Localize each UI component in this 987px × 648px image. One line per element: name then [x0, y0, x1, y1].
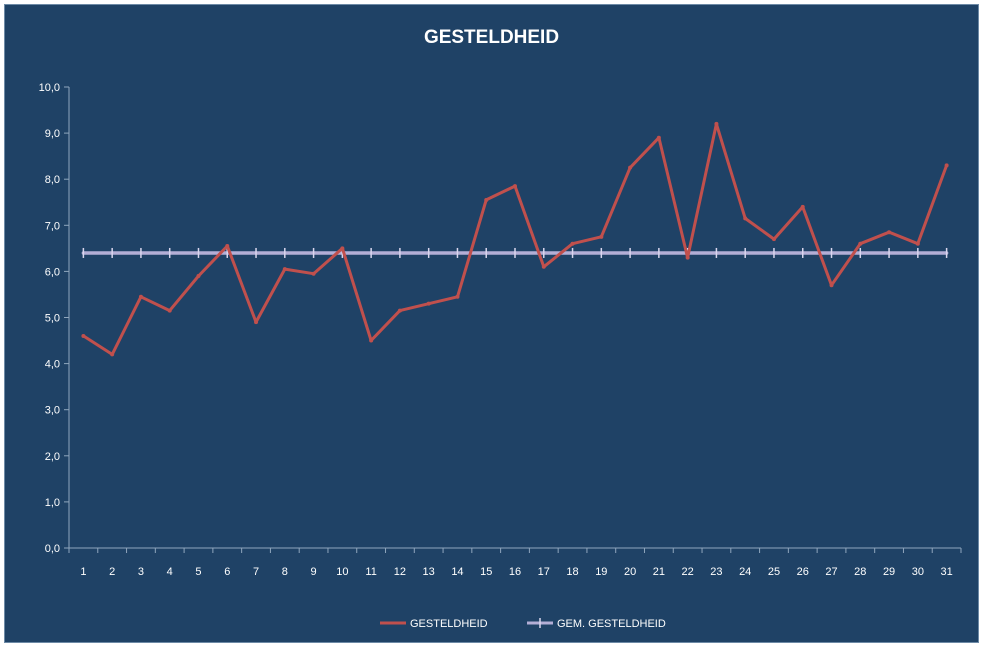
x-tick-label: 19	[595, 566, 607, 578]
gesteldheid-point	[311, 271, 316, 276]
x-tick-label: 24	[739, 566, 751, 578]
y-tick-label: 8,0	[45, 174, 60, 186]
gesteldheid-point	[915, 241, 920, 246]
gesteldheid-point	[397, 308, 402, 313]
gesteldheid-point	[685, 255, 690, 260]
x-tick-label: 12	[394, 566, 406, 578]
x-tick-label: 23	[710, 566, 722, 578]
gesteldheid-point	[426, 301, 431, 306]
x-tick-label: 9	[311, 566, 317, 578]
gesteldheid-point	[167, 308, 172, 313]
y-tick-label: 7,0	[45, 220, 60, 232]
chart-title: GESTELDHEID	[423, 27, 560, 48]
y-tick-label: 2,0	[45, 451, 60, 463]
y-tick-label: 10,0	[39, 82, 60, 94]
y-tick-label: 1,0	[45, 497, 60, 509]
gesteldheid-point	[541, 264, 546, 269]
x-tick-label: 15	[480, 566, 492, 578]
gesteldheid-point	[829, 283, 834, 288]
x-tick-label: 25	[768, 566, 780, 578]
gesteldheid-point	[254, 320, 259, 325]
y-tick-label: 0,0	[45, 543, 60, 555]
x-tick-label: 27	[825, 566, 837, 578]
x-tick-label: 22	[682, 566, 694, 578]
x-tick-label: 31	[940, 566, 952, 578]
gesteldheid-point	[628, 165, 633, 170]
gesteldheid-point	[944, 163, 949, 168]
gesteldheid-point	[800, 204, 805, 209]
x-tick-label: 5	[195, 566, 201, 578]
series-layer	[81, 121, 949, 357]
y-tick-label: 4,0	[45, 359, 60, 371]
gesteldheid-point	[771, 237, 776, 242]
x-tick-label: 21	[653, 566, 665, 578]
gesteldheid-point	[81, 333, 86, 338]
axes: 0,01,02,03,04,05,06,07,08,09,010,01 2 3 4 5 6…	[39, 82, 962, 578]
y-tick-label: 3,0	[45, 405, 60, 417]
gesteldheid-point	[656, 135, 661, 140]
legend: GESTELDHEID GEM. GESTELDHEID	[380, 618, 666, 630]
x-tick-label: 11	[365, 566, 376, 578]
gesteldheid-point	[455, 294, 460, 299]
gesteldheid-point	[743, 216, 748, 221]
gesteldheid-point	[340, 246, 345, 251]
x-tick-label: 28	[854, 566, 866, 578]
x-tick-label: 18	[566, 566, 578, 578]
gesteldheid-point	[282, 267, 287, 272]
x-tick-label: 8	[282, 566, 288, 578]
y-tick-label: 9,0	[45, 128, 60, 140]
gesteldheid-point	[599, 234, 604, 239]
gesteldheid-point	[110, 352, 115, 357]
gesteldheid-point	[570, 241, 575, 246]
gesteldheid-point	[225, 244, 230, 249]
gesteldheid-point	[369, 338, 374, 343]
x-tick-label: 29	[883, 566, 895, 578]
gesteldheid-point	[714, 121, 719, 126]
legend-entry-gesteldheid-label: GESTELDHEID	[410, 618, 488, 630]
x-tick-label: 7	[253, 566, 259, 578]
chart-area: GESTELDHEID 0,0 1,0 2,0 3,0 4,0 5,0 6,0 7,0 8,0 9…	[4, 4, 979, 643]
x-tick-label: 4	[167, 566, 173, 578]
x-tick-label: 14	[451, 566, 463, 578]
gesteldheid-point	[484, 197, 489, 202]
x-tick-label: 26	[797, 566, 809, 578]
x-tick-label: 6	[224, 566, 230, 578]
y-tick-label: 5,0	[45, 313, 60, 325]
gesteldheid-point	[513, 184, 517, 189]
x-tick-label: 30	[912, 566, 924, 578]
gesteldheid-point	[196, 274, 201, 279]
gesteldheid-point	[858, 241, 863, 246]
x-tick-label: 13	[423, 566, 435, 578]
series-line-gesteldheid	[81, 122, 949, 356]
x-tick-label: 1	[80, 566, 86, 578]
x-tick-label: 20	[624, 566, 636, 578]
x-tick-label: 3	[138, 566, 144, 578]
gesteldheid-point	[138, 294, 143, 299]
x-tick-label: 17	[538, 566, 550, 578]
y-tick-label: 6,0	[45, 266, 60, 278]
x-tick-label: 2	[109, 566, 115, 578]
x-tick-label: 10	[336, 566, 348, 578]
gesteldheid-point	[887, 230, 892, 235]
line-chart: 0,01,02,03,04,05,06,07,08,09,010,01 2 3 4 5 6…	[39, 82, 962, 630]
legend-entry-gem-gesteldheid-label: GEM. GESTELDHEID	[557, 618, 666, 630]
x-tick-label: 16	[509, 566, 521, 578]
